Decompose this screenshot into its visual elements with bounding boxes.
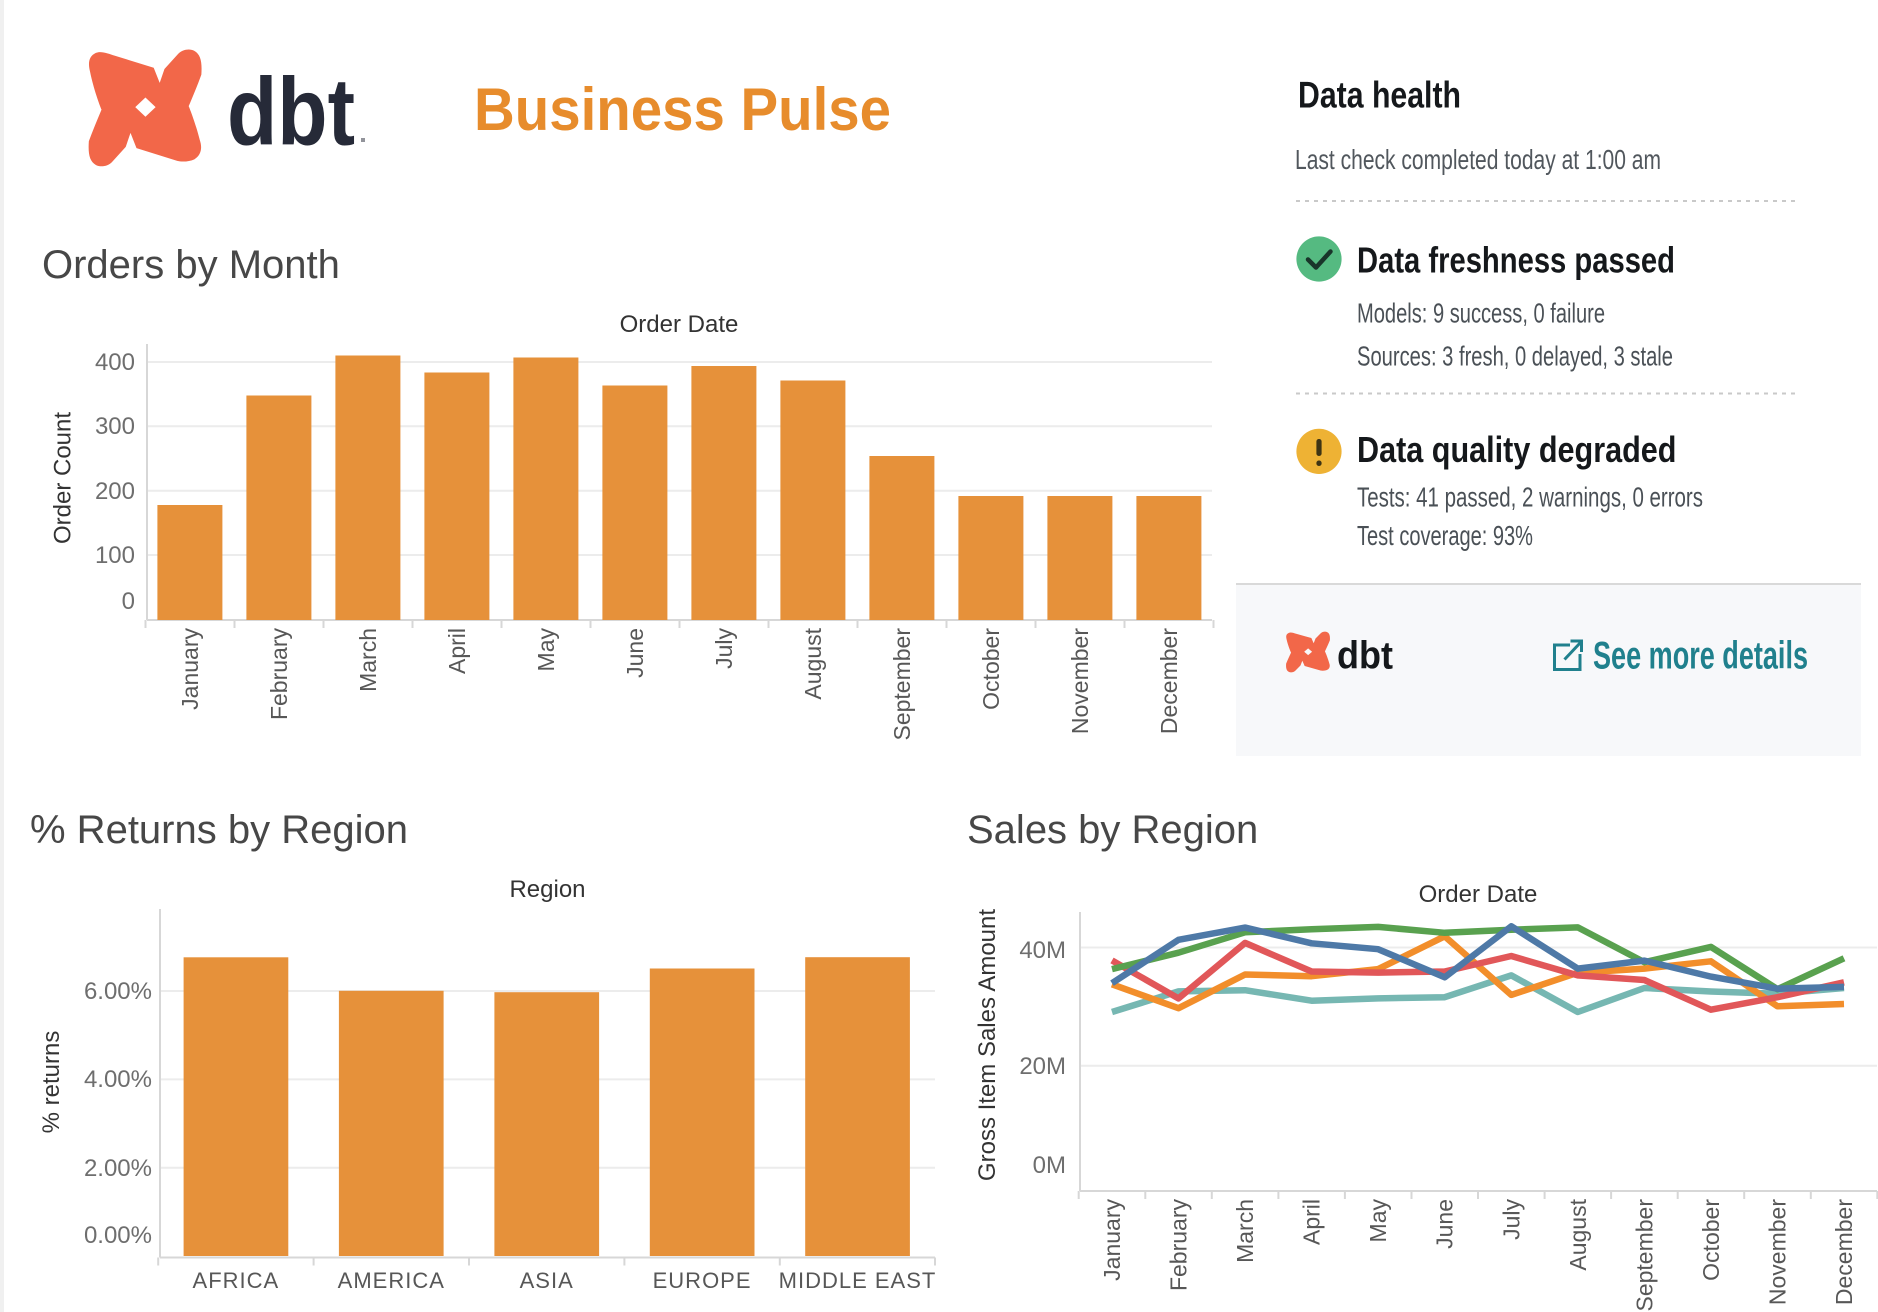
svg-text:September: September bbox=[889, 628, 915, 741]
svg-text:July: July bbox=[711, 628, 737, 669]
svg-text:EUROPE: EUROPE bbox=[653, 1268, 752, 1293]
svg-text:August: August bbox=[1565, 1198, 1591, 1270]
svg-text:2.00%: 2.00% bbox=[84, 1155, 152, 1182]
svg-text:6.00%: 6.00% bbox=[84, 978, 152, 1005]
svg-text:March: March bbox=[1232, 1199, 1258, 1263]
svg-text:4.00%: 4.00% bbox=[84, 1066, 152, 1093]
svg-text:November: November bbox=[1765, 1199, 1791, 1305]
svg-text:% returns: % returns bbox=[38, 1031, 65, 1134]
svg-text:Orders by Month: Orders by Month bbox=[42, 243, 340, 287]
svg-text:Gross Item Sales Amount: Gross Item Sales Amount bbox=[974, 909, 1001, 1181]
svg-text:Order Count: Order Count bbox=[50, 412, 77, 544]
svg-text:Data health: Data health bbox=[1298, 75, 1461, 116]
svg-text:ASIA: ASIA bbox=[520, 1268, 574, 1293]
svg-text:Last check completed today at: Last check completed today at 1:00 am bbox=[1295, 144, 1661, 175]
svg-text:January: January bbox=[177, 628, 203, 710]
svg-text:100: 100 bbox=[95, 542, 135, 569]
svg-text:MIDDLE EAST: MIDDLE EAST bbox=[779, 1268, 937, 1293]
svg-text:dbt: dbt bbox=[1337, 635, 1393, 678]
svg-text:May: May bbox=[1365, 1199, 1391, 1243]
svg-text:April: April bbox=[444, 628, 470, 674]
svg-text:May: May bbox=[533, 628, 559, 672]
svg-text:0M: 0M bbox=[1033, 1152, 1066, 1179]
svg-text:June: June bbox=[1432, 1199, 1458, 1249]
svg-text:Data quality degraded: Data quality degraded bbox=[1357, 429, 1677, 470]
svg-text:See more details: See more details bbox=[1593, 635, 1808, 678]
svg-text:0: 0 bbox=[122, 588, 135, 615]
svg-text:November: November bbox=[1067, 628, 1093, 734]
svg-text:March: March bbox=[355, 628, 381, 692]
svg-text:October: October bbox=[1698, 1199, 1724, 1281]
svg-text:June: June bbox=[622, 628, 648, 678]
svg-text:October: October bbox=[978, 628, 1004, 710]
svg-text:December: December bbox=[1156, 628, 1182, 734]
svg-text:AFRICA: AFRICA bbox=[193, 1268, 280, 1293]
svg-text:40M: 40M bbox=[1019, 937, 1066, 964]
svg-text:200: 200 bbox=[95, 478, 135, 505]
svg-text:Sources: 3 fresh, 0 delayed, 3: Sources: 3 fresh, 0 delayed, 3 stale bbox=[1357, 340, 1673, 371]
svg-text:August: August bbox=[800, 627, 826, 699]
svg-text:December: December bbox=[1831, 1199, 1857, 1305]
svg-text:20M: 20M bbox=[1019, 1053, 1066, 1080]
svg-text:April: April bbox=[1299, 1199, 1325, 1245]
svg-text:dbt: dbt bbox=[227, 59, 355, 166]
svg-text:January: January bbox=[1099, 1199, 1125, 1281]
svg-text:300: 300 bbox=[95, 413, 135, 440]
svg-text:% Returns by Region: % Returns by Region bbox=[30, 808, 408, 852]
svg-text:Order Date: Order Date bbox=[620, 311, 739, 338]
svg-text:AMERICA: AMERICA bbox=[338, 1268, 445, 1293]
svg-text:0.00%: 0.00% bbox=[84, 1222, 152, 1249]
svg-text:Region: Region bbox=[509, 876, 585, 903]
svg-text:Sales by Region: Sales by Region bbox=[967, 808, 1258, 852]
svg-text:400: 400 bbox=[95, 349, 135, 376]
svg-text:Tests: 41 passed, 2 warnings,: Tests: 41 passed, 2 warnings, 0 errors bbox=[1357, 482, 1703, 513]
svg-text:Order Date: Order Date bbox=[1419, 881, 1538, 908]
svg-text:Business Pulse: Business Pulse bbox=[474, 76, 891, 143]
svg-text:February: February bbox=[1166, 1199, 1192, 1292]
svg-text:Test coverage: 93%: Test coverage: 93% bbox=[1357, 520, 1533, 551]
svg-text:Models: 9 success, 0 failure: Models: 9 success, 0 failure bbox=[1357, 298, 1605, 329]
svg-text:July: July bbox=[1498, 1199, 1524, 1240]
svg-text:February: February bbox=[266, 628, 292, 721]
svg-text:Data freshness passed: Data freshness passed bbox=[1357, 239, 1675, 280]
svg-text:September: September bbox=[1631, 1199, 1657, 1312]
